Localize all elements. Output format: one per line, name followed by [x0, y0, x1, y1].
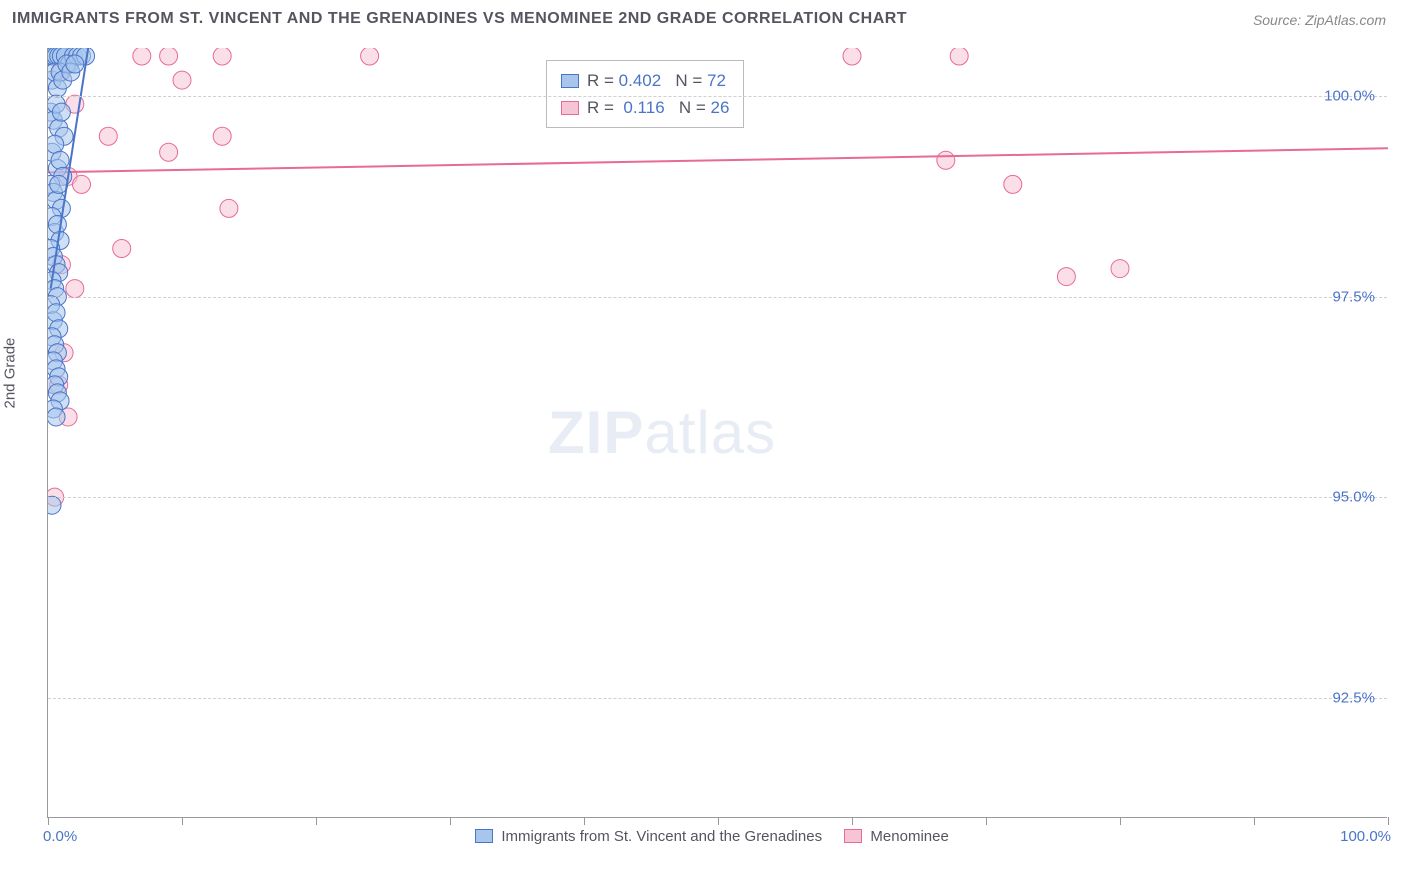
- data-point: [937, 151, 955, 169]
- data-point: [133, 48, 151, 65]
- data-point: [48, 408, 65, 426]
- data-point: [73, 175, 91, 193]
- data-point: [48, 135, 64, 153]
- stats-r-a: 0.402: [619, 71, 662, 90]
- data-point: [1004, 175, 1022, 193]
- data-point: [48, 496, 61, 514]
- data-point: [160, 143, 178, 161]
- data-point: [48, 215, 66, 233]
- tick-x: [1388, 817, 1389, 825]
- trend-line: [48, 148, 1388, 172]
- stats-row-b: R = 0.116 N = 26: [561, 94, 729, 121]
- source-attribution: Source: ZipAtlas.com: [1253, 12, 1386, 28]
- gridline-h: [48, 297, 1387, 298]
- tick-x: [1254, 817, 1255, 825]
- data-point: [160, 48, 178, 65]
- bottom-legend: Immigrants from St. Vincent and the Gren…: [0, 828, 1406, 845]
- stats-swatch-a: [561, 74, 579, 88]
- stats-n-b: 26: [710, 98, 729, 117]
- stats-n-a: 72: [707, 71, 726, 90]
- data-point: [843, 48, 861, 65]
- legend-swatch-a: [475, 829, 493, 843]
- stats-r-b: 0.116: [623, 98, 664, 117]
- data-point: [1057, 268, 1075, 286]
- chart-title: IMMIGRANTS FROM ST. VINCENT AND THE GREN…: [12, 10, 907, 28]
- stats-row-a: R = 0.402 N = 72: [561, 67, 729, 94]
- watermark-zip: ZIP: [548, 399, 644, 466]
- tick-x: [1120, 817, 1121, 825]
- legend-swatch-b: [844, 829, 862, 843]
- data-point: [1111, 260, 1129, 278]
- gridline-h: [48, 698, 1387, 699]
- data-point: [950, 48, 968, 65]
- ytick-label: 100.0%: [1324, 88, 1375, 105]
- data-point: [213, 127, 231, 145]
- data-point: [48, 304, 65, 322]
- data-point: [99, 127, 117, 145]
- data-point: [51, 151, 69, 169]
- data-point: [220, 199, 238, 217]
- watermark-atlas: atlas: [644, 399, 776, 466]
- data-point: [113, 240, 131, 258]
- watermark: ZIPatlas: [548, 398, 776, 467]
- legend-label-a: Immigrants from St. Vincent and the Gren…: [501, 828, 822, 845]
- gridline-h: [48, 497, 1387, 498]
- ytick-label: 92.5%: [1332, 689, 1375, 706]
- tick-x: [852, 817, 853, 825]
- tick-x: [182, 817, 183, 825]
- data-point: [173, 71, 191, 89]
- legend-label-b: Menominee: [870, 828, 948, 845]
- stats-swatch-b: [561, 101, 579, 115]
- stats-legend-box: R = 0.402 N = 72R = 0.116 N = 26: [546, 60, 744, 128]
- plot-area: ZIPatlas R = 0.402 N = 72R = 0.116 N = 2…: [47, 48, 1387, 818]
- data-point: [66, 280, 84, 298]
- y-axis-label: 2nd Grade: [2, 338, 19, 409]
- tick-x: [986, 817, 987, 825]
- tick-x: [718, 817, 719, 825]
- data-point: [52, 103, 70, 121]
- data-point: [361, 48, 379, 65]
- tick-x: [450, 817, 451, 825]
- gridline-h: [48, 96, 1387, 97]
- data-point: [213, 48, 231, 65]
- tick-x: [48, 817, 49, 825]
- ytick-label: 95.0%: [1332, 489, 1375, 506]
- tick-x: [584, 817, 585, 825]
- data-point: [66, 55, 84, 73]
- ytick-label: 97.5%: [1332, 288, 1375, 305]
- tick-x: [316, 817, 317, 825]
